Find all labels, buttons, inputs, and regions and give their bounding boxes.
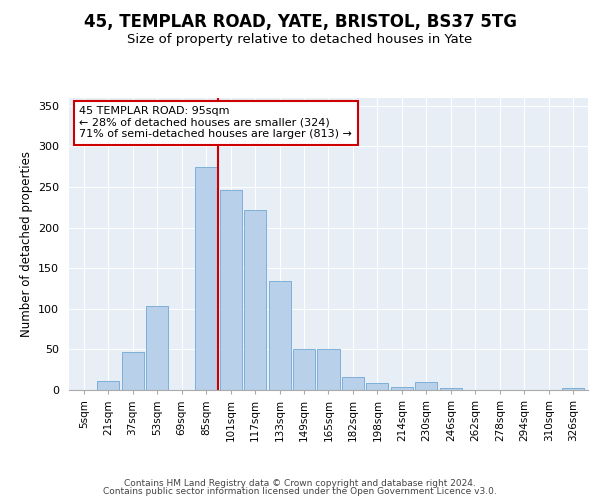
- Bar: [562, 388, 584, 390]
- Bar: [244, 210, 266, 390]
- Bar: [367, 382, 388, 390]
- Bar: [293, 348, 315, 390]
- Bar: [146, 306, 168, 390]
- Bar: [269, 281, 290, 390]
- Bar: [317, 348, 340, 390]
- Bar: [97, 381, 119, 390]
- Bar: [391, 387, 413, 390]
- Text: Size of property relative to detached houses in Yate: Size of property relative to detached ho…: [127, 32, 473, 46]
- Bar: [342, 377, 364, 390]
- Bar: [440, 388, 462, 390]
- Bar: [122, 352, 143, 390]
- Bar: [415, 382, 437, 390]
- Text: Contains HM Land Registry data © Crown copyright and database right 2024.: Contains HM Land Registry data © Crown c…: [124, 478, 476, 488]
- Text: 45 TEMPLAR ROAD: 95sqm
← 28% of detached houses are smaller (324)
71% of semi-de: 45 TEMPLAR ROAD: 95sqm ← 28% of detached…: [79, 106, 352, 140]
- Text: 45, TEMPLAR ROAD, YATE, BRISTOL, BS37 5TG: 45, TEMPLAR ROAD, YATE, BRISTOL, BS37 5T…: [83, 12, 517, 30]
- Bar: [195, 168, 217, 390]
- Text: Contains public sector information licensed under the Open Government Licence v3: Contains public sector information licen…: [103, 487, 497, 496]
- Y-axis label: Number of detached properties: Number of detached properties: [20, 151, 32, 337]
- Bar: [220, 190, 242, 390]
